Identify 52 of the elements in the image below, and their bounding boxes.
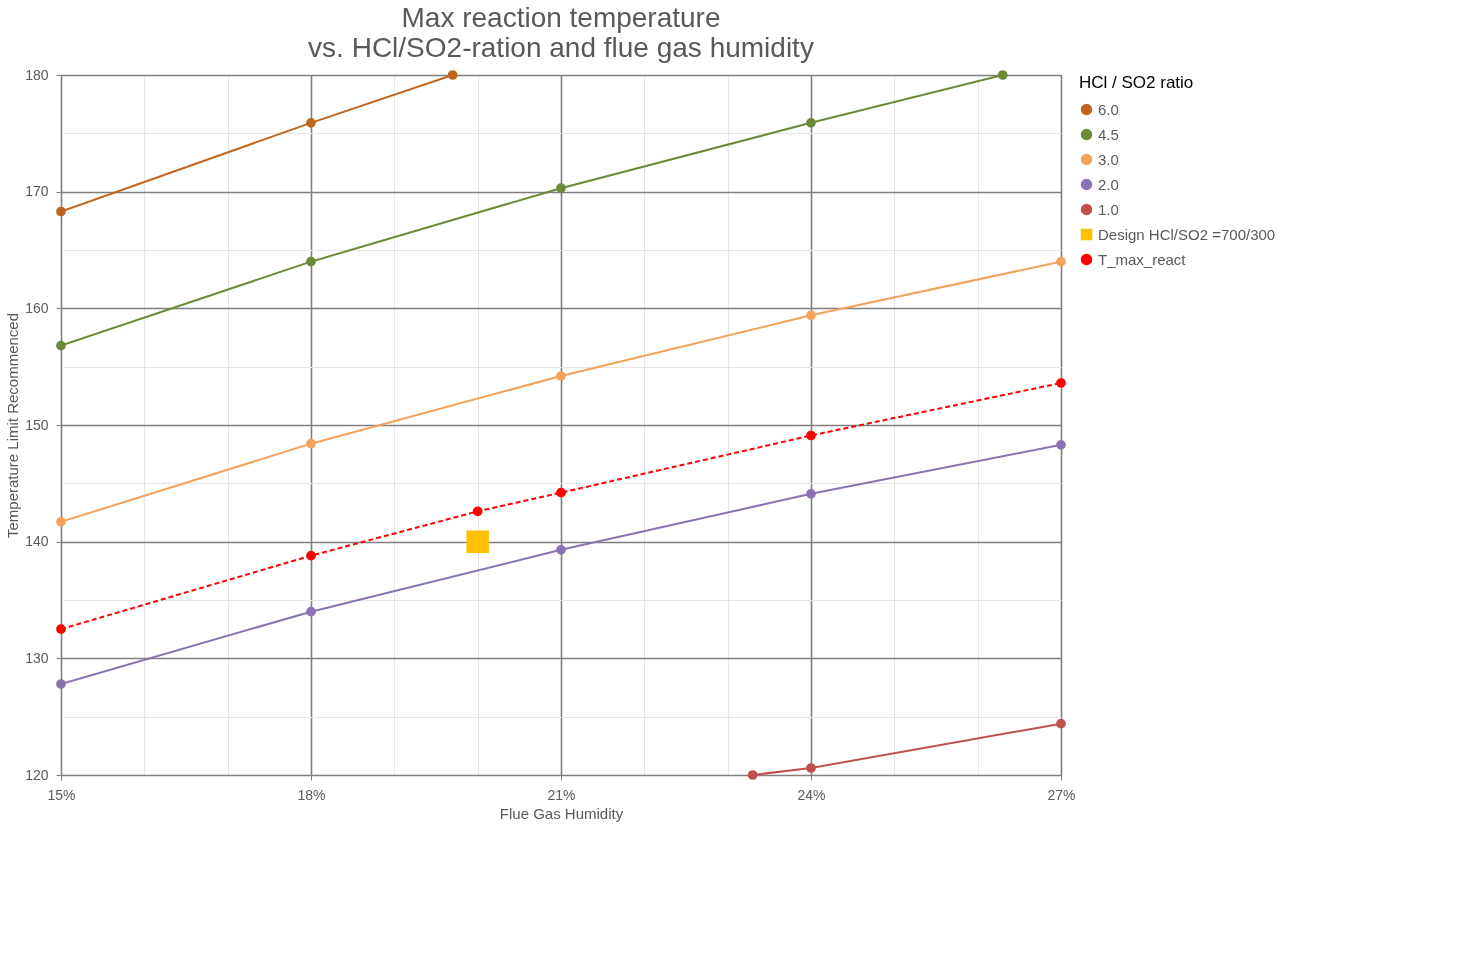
point	[1056, 439, 1066, 450]
point	[56, 624, 66, 635]
legend-label: 6.0	[1098, 100, 1119, 118]
y-tick-label: 180	[25, 66, 49, 83]
point	[997, 70, 1008, 80]
point	[1056, 256, 1066, 267]
y-tick-label: 140	[25, 533, 49, 550]
y-tick-label: 150	[25, 416, 49, 433]
x-tick-label: 15%	[47, 786, 76, 803]
point	[56, 206, 66, 217]
point	[556, 487, 566, 498]
legend-title: HCl / SO2 ratio	[1079, 73, 1194, 92]
legend-label: Design HCl/SO2 =700/300	[1098, 225, 1276, 243]
point	[447, 70, 458, 80]
point	[806, 117, 816, 128]
legend-label: 3.0	[1098, 150, 1119, 168]
x-tick-label: 21%	[547, 786, 576, 803]
point	[556, 371, 566, 381]
x-axis-title: Flue Gas Humidity	[499, 804, 624, 822]
point	[472, 506, 483, 517]
legend-label: T_max_react	[1098, 250, 1187, 268]
point	[806, 430, 816, 441]
point	[1056, 378, 1066, 388]
text: Max reaction temperature	[401, 2, 721, 34]
point	[56, 679, 66, 689]
point	[806, 310, 816, 321]
legend-label: 4.5	[1098, 125, 1119, 143]
x-tick-label: 27%	[1047, 786, 1076, 803]
legend-label: 1.0	[1098, 200, 1119, 218]
point	[747, 770, 758, 780]
y-axis-title: Temperature Limit Recommenced	[4, 312, 22, 539]
point	[306, 606, 316, 617]
point	[466, 530, 489, 553]
point	[306, 256, 316, 267]
point	[806, 488, 816, 499]
y-tick-label: 120	[25, 766, 49, 783]
point	[556, 183, 566, 194]
x-tick-label: 24%	[797, 786, 826, 803]
point	[56, 340, 66, 351]
text: vs. HCl/SO2-ration and flue gas humidity	[308, 32, 814, 64]
point	[56, 516, 66, 527]
point	[1056, 718, 1066, 729]
y-tick-label: 160	[25, 299, 49, 316]
point	[306, 117, 316, 128]
y-tick-label: 170	[25, 183, 49, 200]
point	[306, 438, 316, 449]
point	[806, 763, 816, 773]
legend-label: 2.0	[1098, 175, 1119, 193]
x-tick-label: 18%	[297, 786, 326, 803]
y-tick-label: 130	[25, 649, 49, 666]
point	[306, 550, 316, 561]
point	[556, 544, 566, 555]
